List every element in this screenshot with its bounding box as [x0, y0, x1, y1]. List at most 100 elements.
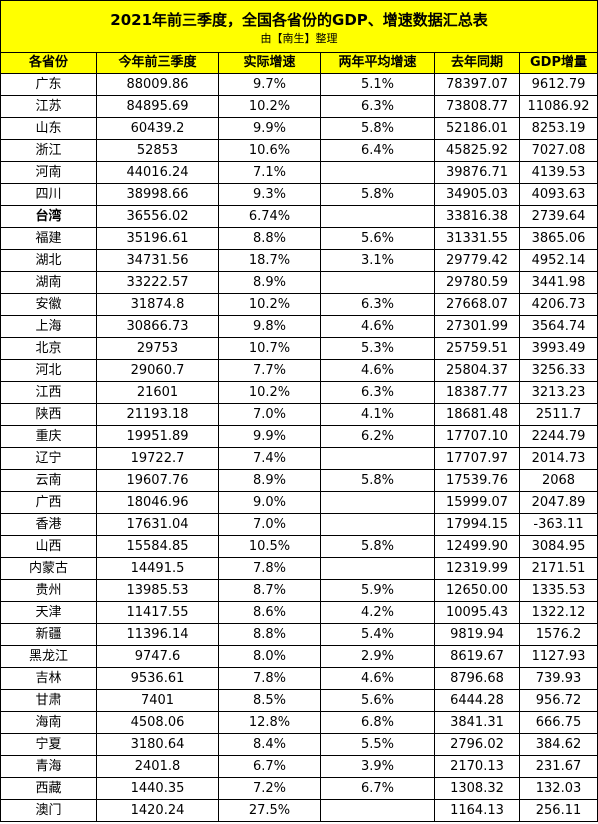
- header-cell-province[interactable]: 各省份: [0, 52, 97, 74]
- avg-rate-cell[interactable]: 5.4%: [320, 623, 435, 646]
- rate-cell[interactable]: 7.8%: [218, 667, 321, 690]
- rate-cell[interactable]: 7.7%: [218, 359, 321, 382]
- last-year-cell[interactable]: 25804.37: [434, 359, 520, 382]
- gdp-cell[interactable]: 21601: [96, 381, 219, 404]
- avg-rate-cell[interactable]: 5.5%: [320, 733, 435, 756]
- last-year-cell[interactable]: 31331.55: [434, 227, 520, 250]
- avg-rate-cell[interactable]: 4.1%: [320, 403, 435, 426]
- province-cell[interactable]: 香港: [0, 513, 97, 536]
- gdp-increase-cell[interactable]: 9612.79: [518, 73, 598, 96]
- gdp-increase-cell[interactable]: 1335.53: [518, 579, 598, 602]
- province-cell[interactable]: 宁夏: [0, 733, 97, 756]
- last-year-cell[interactable]: 17707.10: [434, 425, 520, 448]
- last-year-cell[interactable]: 8796.68: [434, 667, 520, 690]
- last-year-cell[interactable]: 27301.99: [434, 315, 520, 338]
- avg-rate-cell[interactable]: 4.6%: [320, 667, 435, 690]
- gdp-cell[interactable]: 13985.53: [96, 579, 219, 602]
- gdp-cell[interactable]: 19607.76: [96, 469, 219, 492]
- last-year-cell[interactable]: 1308.32: [434, 777, 520, 800]
- header-cell-gdp-increase[interactable]: GDP增量: [518, 52, 598, 74]
- last-year-cell[interactable]: 45825.92: [434, 139, 520, 162]
- gdp-cell[interactable]: 18046.96: [96, 491, 219, 514]
- rate-cell[interactable]: 6.7%: [218, 755, 321, 778]
- rate-cell[interactable]: 10.5%: [218, 535, 321, 558]
- last-year-cell[interactable]: 39876.71: [434, 161, 520, 184]
- gdp-increase-cell[interactable]: -363.11: [518, 513, 598, 536]
- avg-rate-cell[interactable]: [320, 271, 435, 294]
- province-cell[interactable]: 江苏: [0, 95, 97, 118]
- gdp-cell[interactable]: 7401: [96, 689, 219, 712]
- gdp-cell[interactable]: 19722.7: [96, 447, 219, 470]
- avg-rate-cell[interactable]: [320, 799, 435, 822]
- avg-rate-cell[interactable]: 6.2%: [320, 425, 435, 448]
- rate-cell[interactable]: 10.2%: [218, 293, 321, 316]
- gdp-increase-cell[interactable]: 11086.92: [518, 95, 598, 118]
- avg-rate-cell[interactable]: [320, 513, 435, 536]
- avg-rate-cell[interactable]: [320, 205, 435, 228]
- avg-rate-cell[interactable]: 6.3%: [320, 381, 435, 404]
- gdp-cell[interactable]: 34731.56: [96, 249, 219, 272]
- avg-rate-cell[interactable]: 5.8%: [320, 535, 435, 558]
- last-year-cell[interactable]: 18681.48: [434, 403, 520, 426]
- gdp-cell[interactable]: 1440.35: [96, 777, 219, 800]
- gdp-cell[interactable]: 29060.7: [96, 359, 219, 382]
- province-cell[interactable]: 福建: [0, 227, 97, 250]
- rate-cell[interactable]: 7.0%: [218, 403, 321, 426]
- last-year-cell[interactable]: 17539.76: [434, 469, 520, 492]
- gdp-cell[interactable]: 33222.57: [96, 271, 219, 294]
- rate-cell[interactable]: 9.7%: [218, 73, 321, 96]
- last-year-cell[interactable]: 29779.42: [434, 249, 520, 272]
- gdp-increase-cell[interactable]: 3213.23: [518, 381, 598, 404]
- last-year-cell[interactable]: 3841.31: [434, 711, 520, 734]
- gdp-increase-cell[interactable]: 1322.12: [518, 601, 598, 624]
- gdp-increase-cell[interactable]: 2068: [518, 469, 598, 492]
- gdp-increase-cell[interactable]: 4139.53: [518, 161, 598, 184]
- last-year-cell[interactable]: 25759.51: [434, 337, 520, 360]
- last-year-cell[interactable]: 12499.90: [434, 535, 520, 558]
- gdp-increase-cell[interactable]: 956.72: [518, 689, 598, 712]
- province-cell[interactable]: 海南: [0, 711, 97, 734]
- rate-cell[interactable]: 9.9%: [218, 117, 321, 140]
- gdp-cell[interactable]: 38998.66: [96, 183, 219, 206]
- province-cell[interactable]: 陕西: [0, 403, 97, 426]
- gdp-cell[interactable]: 52853: [96, 139, 219, 162]
- gdp-cell[interactable]: 60439.2: [96, 117, 219, 140]
- avg-rate-cell[interactable]: 5.8%: [320, 117, 435, 140]
- rate-cell[interactable]: 8.5%: [218, 689, 321, 712]
- avg-rate-cell[interactable]: 3.9%: [320, 755, 435, 778]
- province-cell[interactable]: 山西: [0, 535, 97, 558]
- gdp-cell[interactable]: 14491.5: [96, 557, 219, 580]
- gdp-cell[interactable]: 84895.69: [96, 95, 219, 118]
- gdp-increase-cell[interactable]: 132.03: [518, 777, 598, 800]
- gdp-increase-cell[interactable]: 3441.98: [518, 271, 598, 294]
- gdp-increase-cell[interactable]: 4093.63: [518, 183, 598, 206]
- province-cell[interactable]: 河南: [0, 161, 97, 184]
- province-cell[interactable]: 北京: [0, 337, 97, 360]
- province-cell[interactable]: 青海: [0, 755, 97, 778]
- gdp-cell[interactable]: 31874.8: [96, 293, 219, 316]
- province-cell[interactable]: 辽宁: [0, 447, 97, 470]
- last-year-cell[interactable]: 17707.97: [434, 447, 520, 470]
- avg-rate-cell[interactable]: 6.3%: [320, 293, 435, 316]
- avg-rate-cell[interactable]: 3.1%: [320, 249, 435, 272]
- province-cell[interactable]: 吉林: [0, 667, 97, 690]
- gdp-increase-cell[interactable]: 231.67: [518, 755, 598, 778]
- last-year-cell[interactable]: 17994.15: [434, 513, 520, 536]
- last-year-cell[interactable]: 78397.07: [434, 73, 520, 96]
- gdp-increase-cell[interactable]: 666.75: [518, 711, 598, 734]
- gdp-cell[interactable]: 30866.73: [96, 315, 219, 338]
- last-year-cell[interactable]: 33816.38: [434, 205, 520, 228]
- province-cell[interactable]: 澳门: [0, 799, 97, 822]
- last-year-cell[interactable]: 8619.67: [434, 645, 520, 668]
- rate-cell[interactable]: 9.3%: [218, 183, 321, 206]
- province-cell[interactable]: 内蒙古: [0, 557, 97, 580]
- gdp-increase-cell[interactable]: 384.62: [518, 733, 598, 756]
- gdp-increase-cell[interactable]: 256.11: [518, 799, 598, 822]
- rate-cell[interactable]: 8.9%: [218, 469, 321, 492]
- last-year-cell[interactable]: 12319.99: [434, 557, 520, 580]
- rate-cell[interactable]: 18.7%: [218, 249, 321, 272]
- gdp-cell[interactable]: 1420.24: [96, 799, 219, 822]
- gdp-cell[interactable]: 19951.89: [96, 425, 219, 448]
- avg-rate-cell[interactable]: 5.9%: [320, 579, 435, 602]
- rate-cell[interactable]: 27.5%: [218, 799, 321, 822]
